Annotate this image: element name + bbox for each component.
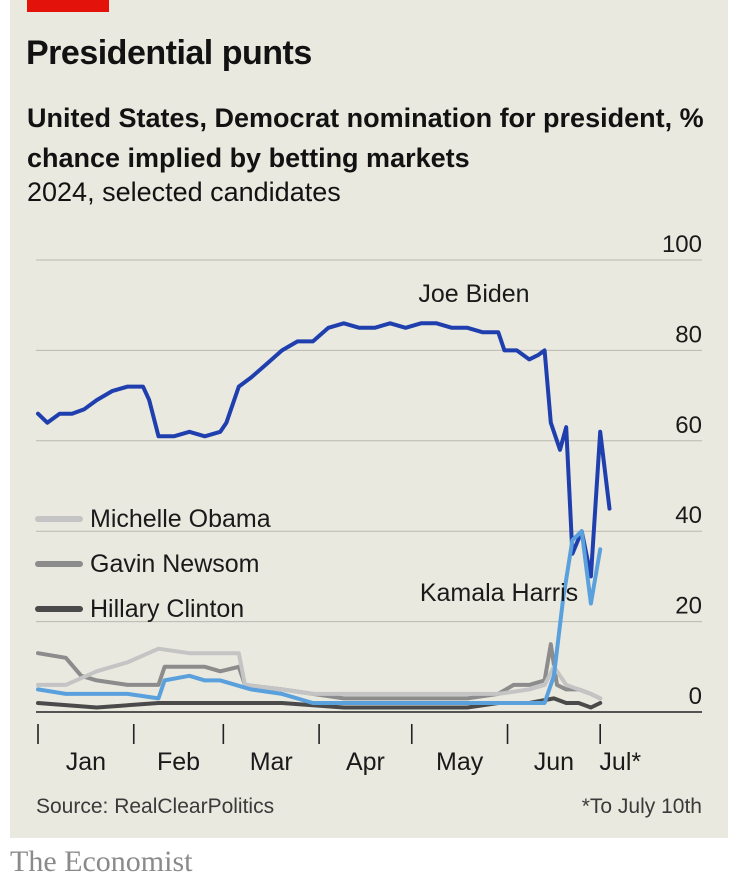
brand-accent-bar	[27, 0, 109, 12]
series-line-gavin-newsom	[36, 642, 603, 701]
chart-title: Presidential punts	[26, 34, 312, 72]
x-tick-label: Feb	[157, 748, 200, 776]
annotation-kamala-harris: Kamala Harris	[420, 579, 578, 607]
series-line-joe-biden	[36, 321, 612, 579]
y-tick-label: 0	[689, 683, 702, 710]
y-tick-label: 20	[675, 593, 702, 620]
x-tick-label: Jan	[66, 748, 106, 776]
x-tick-label: May	[436, 748, 484, 776]
y-tick-label: 40	[675, 502, 702, 529]
legend-label: Gavin Newsom	[90, 550, 260, 578]
x-tick-label: Jul*	[599, 748, 641, 776]
x-tick-label: Apr	[346, 748, 385, 776]
x-tick-label: Mar	[250, 748, 293, 776]
source-note: Source: RealClearPolitics	[36, 795, 275, 818]
x-tick-label: Jun	[534, 748, 574, 776]
y-tick-label: 60	[675, 412, 702, 439]
series-line-michelle-obama	[36, 646, 603, 701]
legend-label: Hillary Clinton	[90, 595, 244, 623]
series-line-hillary-clinton	[36, 696, 603, 710]
series-line-kamala-harris	[36, 529, 603, 705]
chart-subtitle: United States, Democrat nomination for p…	[27, 103, 704, 173]
legend-label: Michelle Obama	[90, 505, 271, 533]
y-tick-label: 80	[675, 321, 702, 348]
footnote: *To July 10th	[581, 795, 702, 818]
chart-note: 2024, selected candidates	[27, 177, 341, 207]
brand-logo-text: The Economist	[10, 845, 193, 878]
y-tick-label: 100	[662, 231, 702, 258]
annotation-joe-biden: Joe Biden	[418, 280, 529, 308]
